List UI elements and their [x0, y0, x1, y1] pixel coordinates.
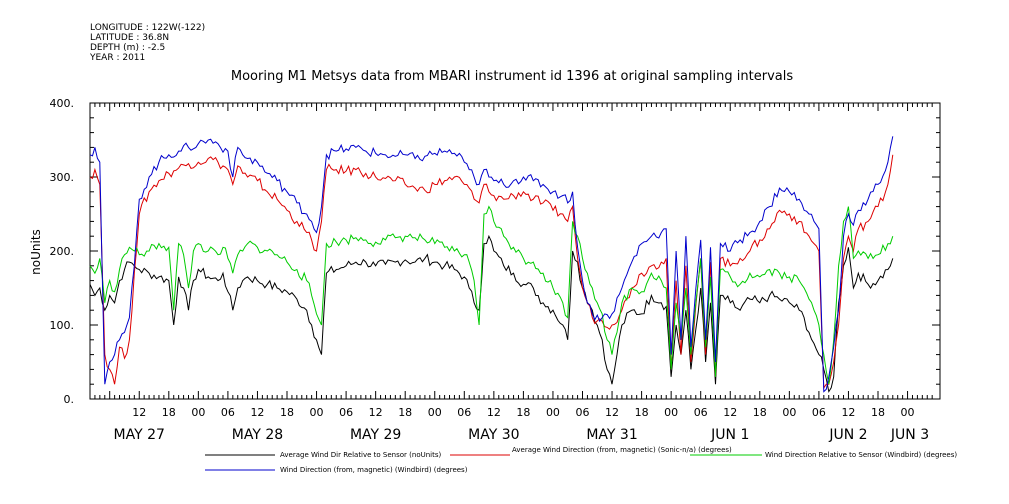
chart-title: Mooring M1 Metsys data from MBARI instru… — [231, 69, 793, 84]
x-tick-label: 12 — [369, 406, 383, 419]
longitude-text: LONGITUDE : 122W(-122) — [90, 23, 205, 33]
x-date-label: MAY 30 — [468, 427, 519, 443]
y-axis: 0. 100. 200. 300. 400. — [50, 97, 75, 406]
x-tick-label: 00 — [664, 406, 678, 419]
x-date-label: JUN 2 — [828, 427, 867, 443]
x-tick-label: 18 — [635, 406, 649, 419]
legend: Average Wind Dir Relative to Sensor (noU… — [205, 446, 957, 474]
x-tick-label: 00 — [191, 406, 205, 419]
x-tick-label: 18 — [871, 406, 885, 419]
x-tick-label: 06 — [694, 406, 708, 419]
x-tick-label: 00 — [546, 406, 560, 419]
x-tick-label: 18 — [398, 406, 412, 419]
legend-label: Average Wind Dir Relative to Sensor (noU… — [280, 451, 441, 459]
x-tick-label: 18 — [280, 406, 294, 419]
x-tick-label: 12 — [605, 406, 619, 419]
x-tick-label: 00 — [310, 406, 324, 419]
latitude-text: LATITUDE : 36.8N — [90, 33, 169, 43]
minor-ticks — [90, 102, 940, 400]
x-tick-label: 12 — [723, 406, 737, 419]
depth-text: DEPTH (m) : -2.5 — [90, 43, 165, 53]
x-tick-label: 12 — [250, 406, 264, 419]
legend-label: Wind Direction (from, magnetic) (Windbir… — [280, 466, 468, 474]
x-axis: 12 18 00 06 12 18 00 06 12 18 00 06 12 18 00 06 12 18 00 06… — [114, 406, 930, 443]
x-tick-label: 18 — [516, 406, 530, 419]
x-tick-label: 12 — [841, 406, 855, 419]
x-tick-label: 06 — [339, 406, 353, 419]
x-tick-label: 06 — [576, 406, 590, 419]
x-tick-label: 06 — [812, 406, 826, 419]
y-axis-label: noUnits — [29, 229, 43, 275]
x-tick-label: 00 — [428, 406, 442, 419]
series-line — [89, 234, 894, 393]
legend-label: Average Wind Direction (from, magnetic) … — [512, 446, 732, 454]
x-tick-label: 12 — [487, 406, 501, 419]
x-tick-label: 06 — [457, 406, 471, 419]
y-tick-label: 200. — [50, 245, 75, 258]
x-date-label: JUN 1 — [710, 427, 749, 443]
y-tick-label: 300. — [50, 171, 75, 184]
y-tick-label: 0. — [64, 393, 75, 406]
series-line — [89, 205, 894, 385]
x-date-label: MAY 28 — [232, 427, 283, 443]
x-tick-label: 00 — [782, 406, 796, 419]
x-date-label: MAY 27 — [114, 427, 165, 443]
y-tick-label: 100. — [50, 319, 75, 332]
series-line — [89, 136, 894, 393]
y-tick-label: 400. — [50, 97, 75, 110]
x-tick-label: 18 — [753, 406, 767, 419]
x-tick-label: 12 — [132, 406, 146, 419]
series-line — [89, 154, 894, 390]
x-date-label: MAY 31 — [586, 427, 637, 443]
series-layer — [89, 136, 894, 393]
legend-label: Wind Direction Relative to Sensor (Windb… — [765, 451, 957, 459]
year-text: YEAR : 2011 — [89, 53, 145, 63]
x-date-label: JUN 3 — [890, 427, 929, 443]
x-date-label: MAY 29 — [350, 427, 401, 443]
x-tick-label: 06 — [221, 406, 235, 419]
x-tick-label: 18 — [162, 406, 176, 419]
x-tick-label: 00 — [901, 406, 915, 419]
